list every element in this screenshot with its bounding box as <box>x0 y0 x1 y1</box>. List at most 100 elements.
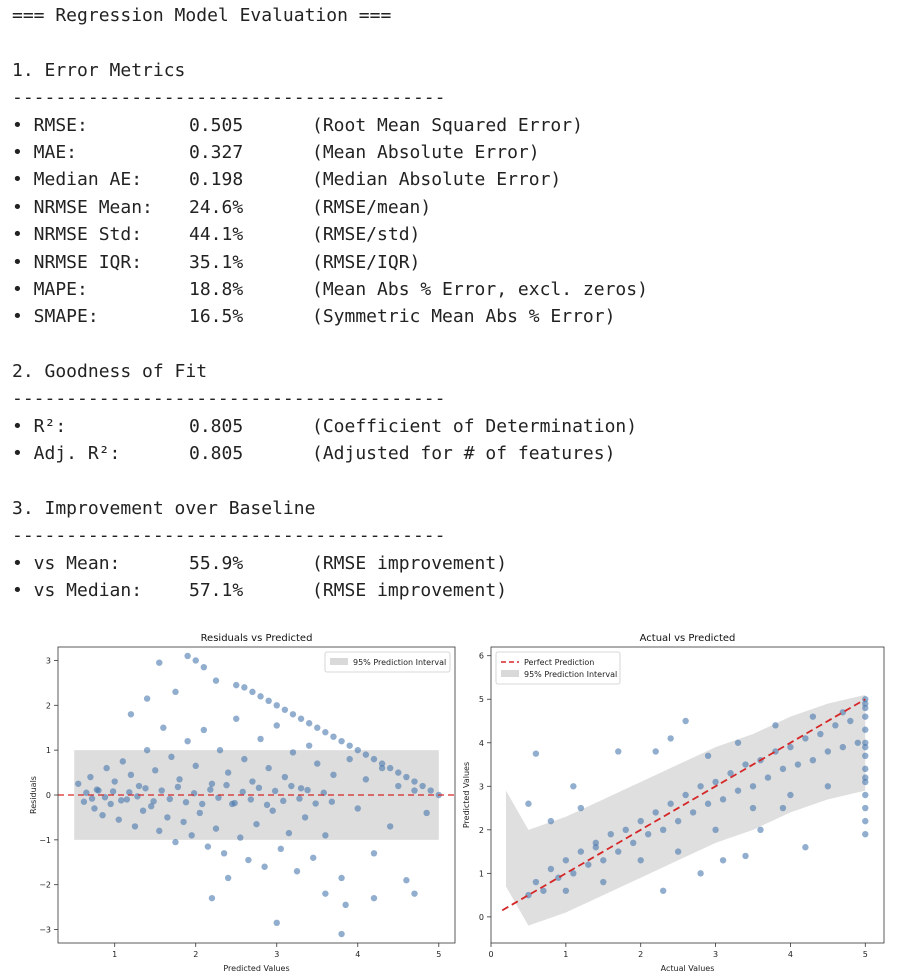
x-tick-label: 0 <box>488 950 493 959</box>
data-point <box>817 730 824 738</box>
data-point <box>779 765 787 773</box>
x-axis-label: Predicted Values <box>223 964 289 971</box>
y-tick-label: −1 <box>39 836 51 845</box>
y-tick-label: 2 <box>479 826 484 835</box>
data-point <box>689 809 697 816</box>
data-point <box>147 803 155 810</box>
data-point <box>862 804 869 812</box>
data-point <box>207 786 214 793</box>
metric-value: 57.1% <box>189 580 244 602</box>
data-point <box>704 800 712 807</box>
data-point <box>241 755 248 763</box>
section-heading: 3. Improvement over Baseline <box>12 498 316 520</box>
data-point <box>237 834 244 841</box>
data-point <box>570 783 577 790</box>
data-point <box>787 791 794 799</box>
metric-value: 24.6% <box>189 196 244 218</box>
data-point <box>160 724 167 731</box>
metric-note: (Median Absolute Error) <box>312 169 562 191</box>
data-point <box>322 890 329 897</box>
data-point <box>152 767 159 774</box>
metric-value: 55.9% <box>189 552 244 574</box>
data-point <box>338 930 345 938</box>
data-point <box>378 760 386 767</box>
data-point <box>301 814 309 821</box>
x-tick-label: 4 <box>788 950 793 959</box>
data-point <box>249 688 256 696</box>
data-point <box>184 737 191 745</box>
data-point <box>93 786 101 793</box>
data-point <box>107 800 114 808</box>
data-point <box>277 845 285 853</box>
metric-value: 35.1% <box>189 251 244 273</box>
data-point <box>280 797 287 805</box>
legend-box <box>495 651 621 685</box>
separator: ---------------------------------------- <box>12 87 446 109</box>
data-point <box>188 832 195 839</box>
y-axis-label: Residuals <box>29 776 38 814</box>
data-point <box>592 839 599 847</box>
x-tick-label: 5 <box>863 950 868 959</box>
data-point <box>224 874 232 882</box>
data-point <box>305 742 313 749</box>
data-point <box>115 816 122 823</box>
legend-label: Perfect Prediction <box>524 658 594 667</box>
metric-value: 0.505 <box>189 114 244 136</box>
x-tick-label: 3 <box>713 950 718 959</box>
data-point <box>156 659 163 666</box>
data-point <box>310 854 317 861</box>
data-point <box>832 722 839 729</box>
x-axis-label: Actual Values <box>661 964 715 971</box>
data-point <box>862 726 869 733</box>
metric-note: (Root Mean Squared Error) <box>312 114 583 136</box>
y-tick-label: −2 <box>39 881 51 890</box>
data-point <box>208 894 216 902</box>
plot-frame <box>490 646 885 944</box>
metric-note: (Mean Abs % Error, excl. zeros) <box>312 278 648 300</box>
data-point <box>212 677 220 684</box>
data-point <box>346 742 353 749</box>
data-point <box>297 785 305 792</box>
data-point <box>615 748 622 755</box>
data-point <box>184 652 191 660</box>
data-point <box>330 733 337 740</box>
data-point <box>75 780 82 787</box>
data-point <box>354 746 361 754</box>
data-point <box>525 800 532 807</box>
data-point <box>600 857 607 864</box>
data-point <box>88 795 96 802</box>
separator: ---------------------------------------- <box>12 525 446 547</box>
data-point <box>338 874 345 882</box>
data-point <box>87 773 94 781</box>
metric-label: • Adj. R²: <box>12 443 121 465</box>
data-point <box>667 800 674 807</box>
y-tick-label: −3 <box>39 926 51 935</box>
data-point <box>615 848 622 855</box>
metric-note: (Adjusted for # of features) <box>312 443 616 465</box>
x-tick-label: 3 <box>274 950 279 959</box>
data-point <box>809 756 817 764</box>
data-point <box>123 796 131 803</box>
y-tick-label: 4 <box>479 739 484 748</box>
data-point <box>99 811 106 819</box>
prediction-interval-band <box>505 694 866 926</box>
y-tick-label: 1 <box>479 869 484 878</box>
data-point <box>411 787 418 794</box>
data-point <box>330 771 337 779</box>
data-point <box>135 782 143 790</box>
metric-note: (RMSE improvement) <box>312 552 508 574</box>
y-tick-label: 0 <box>46 791 51 800</box>
actual-vs-predicted-chart: 0 1 2 3 4 5 0 1 2 3 4 5 6 Actual vs Predicted Actual V… <box>462 633 885 971</box>
data-point <box>427 787 434 794</box>
data-point <box>419 782 426 790</box>
data-point <box>80 798 88 805</box>
data-point <box>273 702 280 709</box>
data-point <box>839 743 847 751</box>
x-tick-label: 2 <box>193 950 198 959</box>
data-point <box>411 890 418 897</box>
data-point <box>378 764 386 772</box>
chart-title: Actual vs Predicted <box>640 633 736 644</box>
data-point <box>314 724 321 731</box>
data-point <box>630 839 637 847</box>
section-heading: 2. Goodness of Fit <box>12 361 208 383</box>
